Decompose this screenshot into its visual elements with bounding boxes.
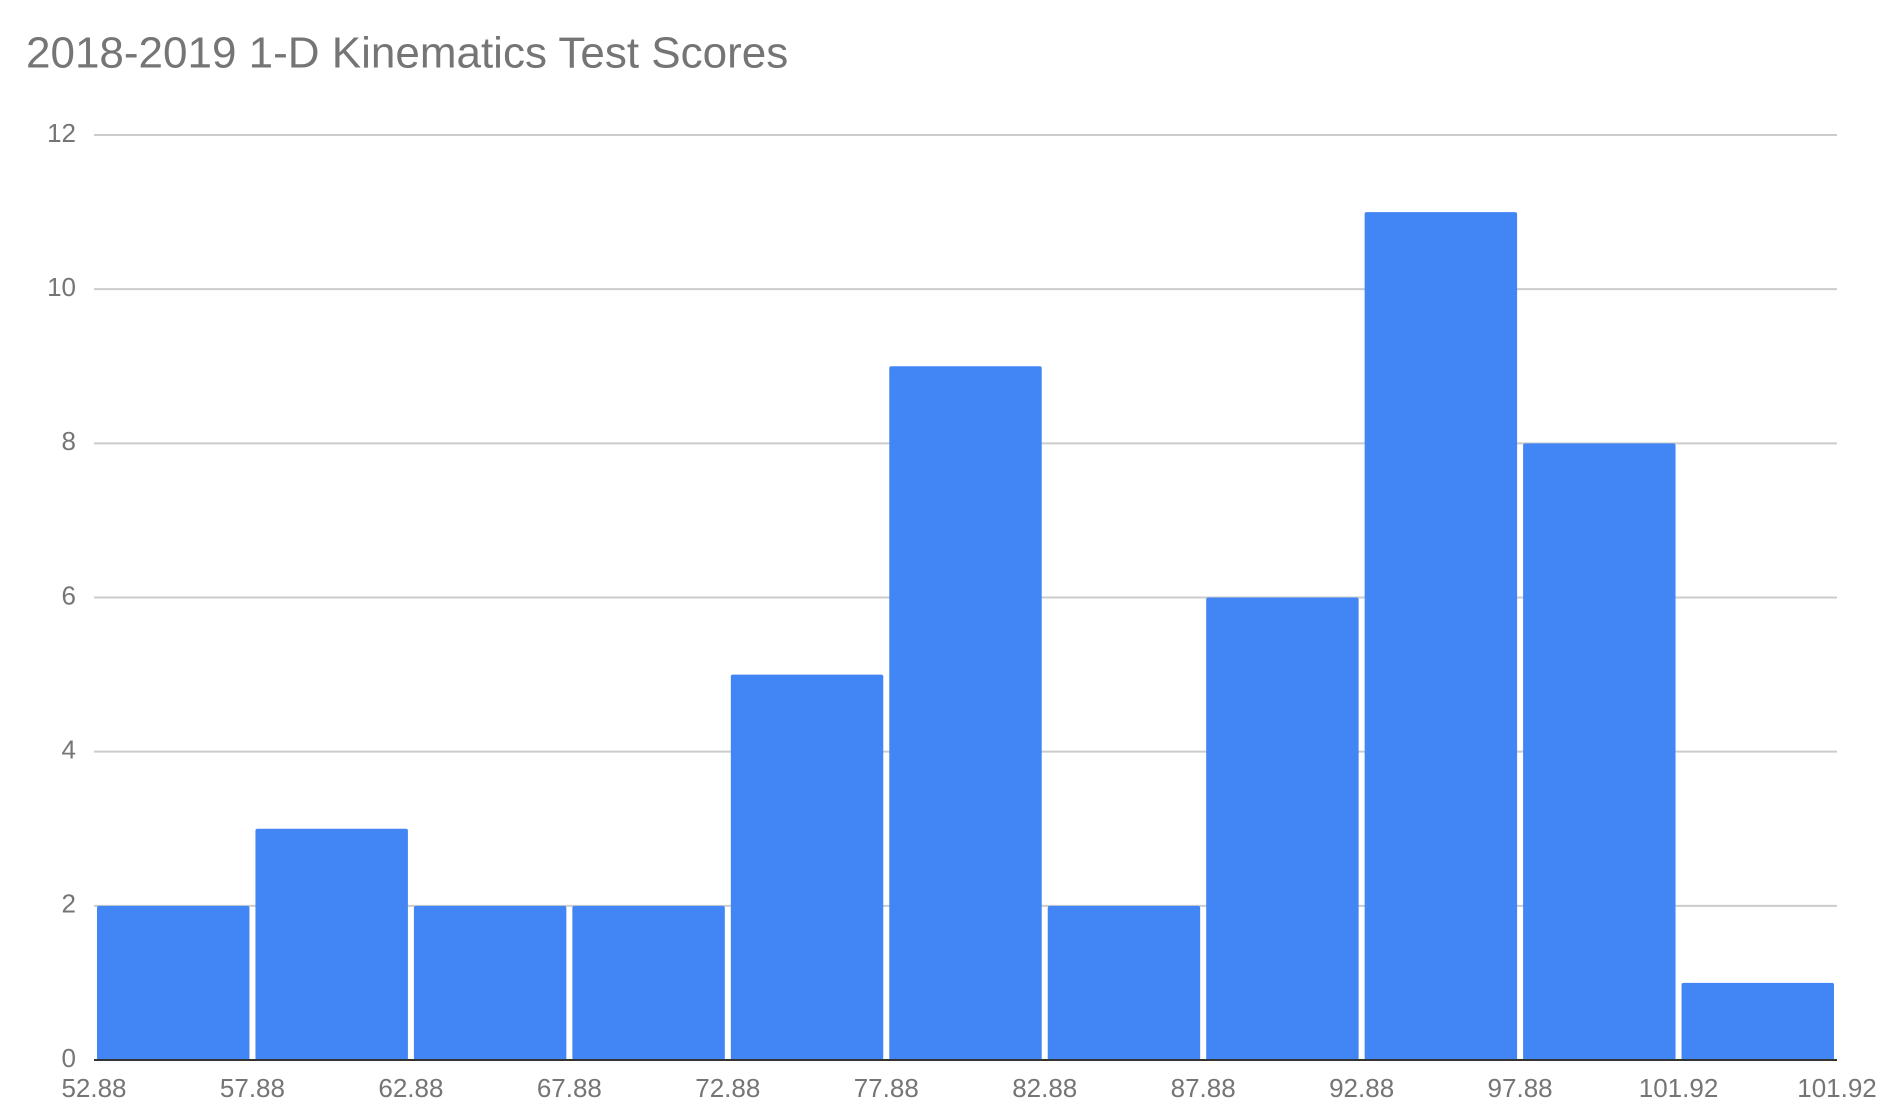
y-tick-label: 8 bbox=[62, 426, 76, 456]
x-tick-label: 57.88 bbox=[220, 1073, 285, 1103]
x-tick-label: 92.88 bbox=[1329, 1073, 1394, 1103]
bar bbox=[1681, 982, 1834, 1060]
y-tick-label: 12 bbox=[47, 118, 76, 148]
bar bbox=[1206, 597, 1359, 1060]
x-tick-label: 67.88 bbox=[537, 1073, 602, 1103]
x-tick-label: 101.92 bbox=[1797, 1073, 1877, 1103]
x-tick-label: 62.88 bbox=[378, 1073, 443, 1103]
bar bbox=[97, 905, 250, 1060]
x-tick-label: 101.92 bbox=[1639, 1073, 1719, 1103]
bar bbox=[1047, 905, 1201, 1060]
chart-title: 2018-2019 1-D Kinematics Test Scores bbox=[26, 29, 788, 78]
bar bbox=[1364, 212, 1518, 1061]
x-tick-label: 77.88 bbox=[854, 1073, 919, 1103]
x-tick-label: 82.88 bbox=[1012, 1073, 1077, 1103]
bar bbox=[730, 674, 884, 1060]
y-tick-label: 10 bbox=[47, 272, 76, 302]
bar bbox=[413, 905, 567, 1060]
bar bbox=[255, 828, 408, 1060]
bar bbox=[572, 905, 725, 1060]
x-tick-label: 97.88 bbox=[1488, 1073, 1553, 1103]
bar bbox=[1523, 443, 1676, 1060]
x-tick-label: 52.88 bbox=[61, 1073, 126, 1103]
y-tick-label: 4 bbox=[62, 735, 76, 765]
y-tick-label: 6 bbox=[62, 580, 76, 610]
y-tick-label: 2 bbox=[62, 889, 76, 919]
y-tick-label: 0 bbox=[62, 1043, 76, 1073]
x-tick-label: 72.88 bbox=[695, 1073, 760, 1103]
bar bbox=[889, 366, 1042, 1060]
x-tick-label: 87.88 bbox=[1171, 1073, 1236, 1103]
